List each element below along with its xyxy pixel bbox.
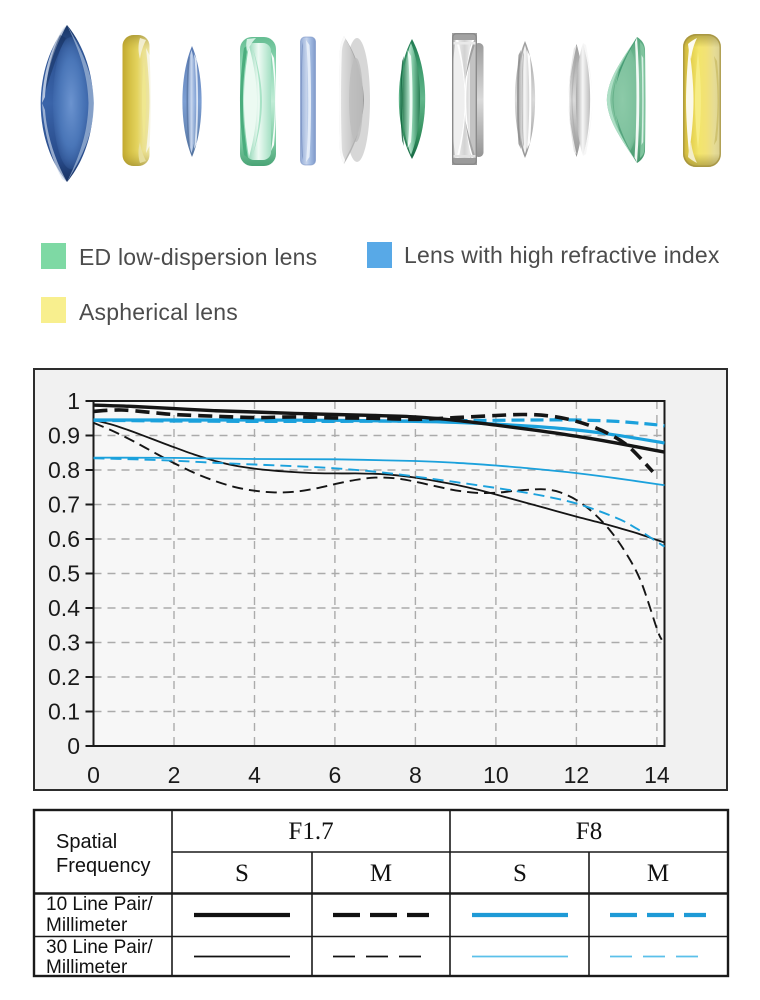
svg-text:S: S xyxy=(235,860,249,887)
svg-text:S: S xyxy=(513,860,527,887)
svg-text:Millimeter: Millimeter xyxy=(46,915,128,936)
svg-text:M: M xyxy=(647,860,669,887)
svg-text:0: 0 xyxy=(87,762,100,788)
svg-text:M: M xyxy=(370,860,392,887)
svg-text:1: 1 xyxy=(67,388,80,414)
svg-text:0.5: 0.5 xyxy=(48,561,80,587)
svg-text:Spatial: Spatial xyxy=(56,831,117,853)
svg-text:Frequency: Frequency xyxy=(56,855,151,877)
svg-text:30 Line Pair/: 30 Line Pair/ xyxy=(46,937,153,958)
svg-text:0.6: 0.6 xyxy=(48,526,80,552)
svg-text:14: 14 xyxy=(644,762,670,788)
svg-text:0.7: 0.7 xyxy=(48,492,80,518)
svg-text:0.1: 0.1 xyxy=(48,699,80,725)
svg-text:0.9: 0.9 xyxy=(48,423,80,449)
svg-text:6: 6 xyxy=(329,762,342,788)
svg-text:0: 0 xyxy=(67,733,80,759)
svg-text:F1.7: F1.7 xyxy=(288,818,333,845)
svg-text:10: 10 xyxy=(483,762,509,788)
svg-text:0.3: 0.3 xyxy=(48,630,80,656)
svg-text:0.4: 0.4 xyxy=(48,595,80,621)
svg-text:0.2: 0.2 xyxy=(48,664,80,690)
svg-text:10 Line Pair/: 10 Line Pair/ xyxy=(46,894,153,915)
svg-text:0.8: 0.8 xyxy=(48,457,80,483)
svg-text:2: 2 xyxy=(168,762,181,788)
svg-text:8: 8 xyxy=(409,762,422,788)
svg-text:12: 12 xyxy=(564,762,590,788)
svg-text:F8: F8 xyxy=(576,818,602,845)
svg-text:Millimeter: Millimeter xyxy=(46,957,128,978)
svg-text:4: 4 xyxy=(248,762,261,788)
